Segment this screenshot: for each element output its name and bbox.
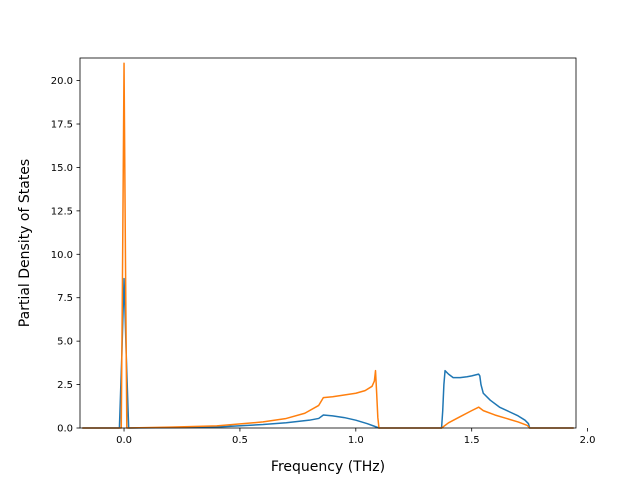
x-tick-label: 0.5 xyxy=(232,435,248,446)
y-tick-label: 5.0 xyxy=(57,337,73,348)
y-tick-label: 10.0 xyxy=(51,250,73,261)
x-tick-label: 0.0 xyxy=(116,435,132,446)
y-tick-label: 2.5 xyxy=(57,380,73,391)
y-tick-label: 17.5 xyxy=(51,120,73,131)
y-tick-label: 12.5 xyxy=(51,206,73,217)
plot-area xyxy=(80,58,576,428)
y-tick-label: 15.0 xyxy=(51,163,73,174)
y-axis-ticks: 0.0 2.5 5.0 7.5 10.0 12.5 15.0 17.5 20.0 xyxy=(51,76,80,435)
series-line-1 xyxy=(82,277,574,429)
x-axis-ticks: 0.0 0.5 1.0 1.5 2.0 xyxy=(116,428,596,446)
plot-frame xyxy=(79,57,577,429)
series-layer xyxy=(82,62,574,429)
y-tick-label: 0.0 xyxy=(57,424,73,435)
x-tick-label: 1.0 xyxy=(348,435,364,446)
y-tick-label: 20.0 xyxy=(51,76,73,87)
x-tick-label: 2.0 xyxy=(580,435,596,446)
y-axis-label: Partial Density of States xyxy=(17,159,33,327)
y-tick-label: 7.5 xyxy=(57,293,73,304)
x-tick-label: 1.5 xyxy=(464,435,480,446)
series-line-2 xyxy=(82,62,574,429)
x-axis-label: Frequency (THz) xyxy=(271,459,385,475)
